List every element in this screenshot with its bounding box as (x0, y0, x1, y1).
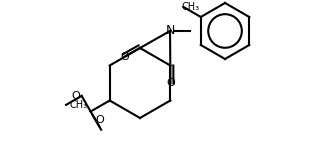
Text: O: O (120, 52, 129, 62)
Text: N: N (165, 25, 175, 37)
Text: O: O (166, 78, 175, 89)
Text: O: O (95, 115, 104, 125)
Text: CH₃: CH₃ (182, 2, 200, 12)
Text: CH₃: CH₃ (69, 100, 87, 110)
Text: O: O (71, 91, 80, 101)
